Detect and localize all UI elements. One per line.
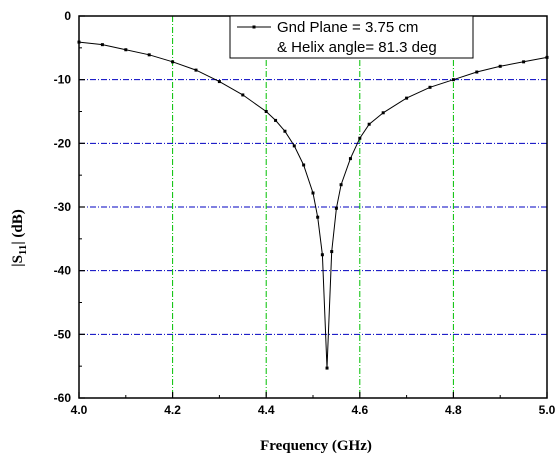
y-tick-label: -30 xyxy=(54,200,72,214)
y-tick-label: -10 xyxy=(54,73,72,87)
y-tick-label: 0 xyxy=(64,9,71,23)
data-point xyxy=(522,60,526,64)
y-axis-title-post: | (dB) xyxy=(10,209,26,244)
grid-layer xyxy=(79,16,547,398)
y-tick-label: -50 xyxy=(54,327,72,341)
x-tick-label: 4.2 xyxy=(164,403,181,417)
legend-box xyxy=(229,15,474,59)
data-point xyxy=(311,191,315,195)
data-point xyxy=(283,129,287,133)
data-point xyxy=(325,366,329,370)
s11-curve-line xyxy=(78,41,548,369)
data-point xyxy=(316,215,320,219)
data-point xyxy=(381,111,385,115)
data-point xyxy=(405,96,409,100)
data-point xyxy=(171,60,175,64)
data-point xyxy=(241,93,245,97)
legend-label-line1: Gnd Plane = 3.75 cm xyxy=(277,19,418,36)
data-point xyxy=(339,183,343,187)
legend-marker-sample xyxy=(252,25,256,29)
axis-layer: 0 -10 -20 -30 -40 -50 -604.0 4.2 4.4 4.6 4.8 5.0 xyxy=(54,9,556,417)
x-tick-label: 4.8 xyxy=(445,403,462,417)
data-point xyxy=(124,48,128,52)
x-tick-label: 4.0 xyxy=(71,403,88,417)
data-point xyxy=(330,250,334,254)
x-tick-label: 4.6 xyxy=(351,403,368,417)
x-tick-label: 4.4 xyxy=(258,403,275,417)
legend-label-line2: & Helix angle= 81.3 deg xyxy=(277,39,437,56)
y-tick-label: -20 xyxy=(54,136,72,150)
data-point xyxy=(428,85,432,89)
y-tick-label: -40 xyxy=(54,264,72,278)
y-axis-title: |S11| (dB) xyxy=(10,209,29,266)
data-point xyxy=(194,68,198,72)
y-axis-title-sub: 11 xyxy=(17,245,29,255)
x-axis-title: Frequency (GHz) xyxy=(260,438,372,454)
data-point xyxy=(274,118,278,122)
data-point xyxy=(334,206,338,210)
data-point xyxy=(100,43,104,47)
data-point xyxy=(320,253,324,257)
data-point xyxy=(147,53,151,57)
x-tick-label: 5.0 xyxy=(539,403,556,417)
data-point xyxy=(358,136,362,140)
data-point xyxy=(348,157,352,161)
data-point xyxy=(292,144,296,148)
y-tick-label: -60 xyxy=(54,391,72,405)
data-point xyxy=(302,163,306,167)
data-point xyxy=(498,64,502,68)
y-axis-title-pre: |S xyxy=(10,255,26,267)
curve-layer xyxy=(77,40,549,370)
data-point xyxy=(451,78,455,82)
data-point xyxy=(264,110,268,113)
data-point xyxy=(217,80,221,84)
data-point xyxy=(475,70,479,74)
legend: Gnd Plane = 3.75 cm & Helix angle= 81.3 d… xyxy=(229,15,474,59)
data-point xyxy=(367,122,371,126)
